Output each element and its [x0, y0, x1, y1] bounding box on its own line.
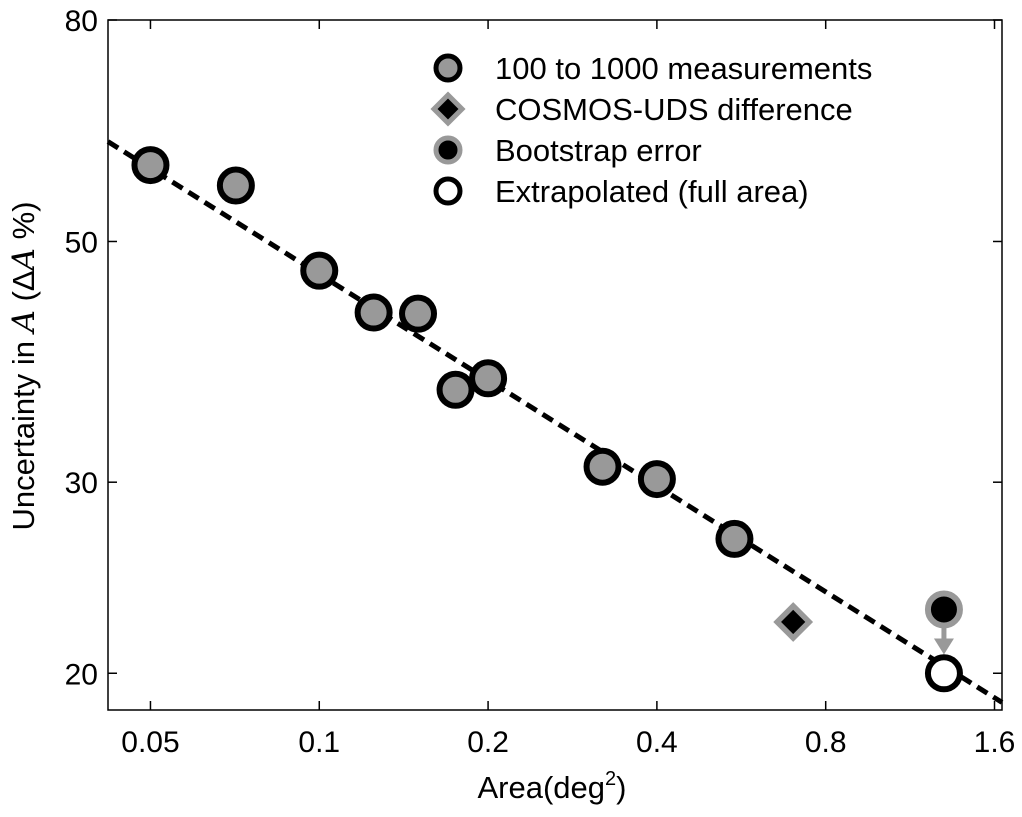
data-point — [924, 590, 963, 629]
plot-frame — [107, 19, 1003, 711]
data-point — [131, 146, 170, 185]
data-point — [583, 447, 622, 486]
data-point — [715, 519, 754, 558]
legend-marker — [433, 135, 463, 165]
data-point — [469, 359, 508, 398]
y-axis-label: Uncertainty in A (ΔA %) — [6, 201, 42, 530]
data-point — [354, 293, 393, 332]
legend-marker — [430, 91, 466, 127]
legend-label: 100 to 1000 measurements — [495, 51, 872, 86]
x-tick-label: 0.1 — [298, 726, 340, 759]
x-tick-label: 0.8 — [805, 726, 847, 759]
arrow-head — [933, 638, 954, 655]
legend-label: COSMOS-UDS difference — [495, 92, 853, 127]
y-tick-label: 20 — [65, 658, 98, 691]
legend-marker — [433, 53, 463, 83]
y-tick-label: 80 — [65, 5, 98, 38]
y-axis: 20 30 50 80 — [65, 5, 1002, 691]
data-point — [300, 251, 339, 290]
legend: 100 to 1000 measurements COSMOS-UDS diffe… — [430, 51, 872, 209]
y-tick-label: 30 — [65, 467, 98, 500]
x-axis-label: Area(deg2) — [478, 768, 627, 805]
legend-marker — [433, 176, 463, 206]
legend-label: Bootstrap error — [495, 133, 702, 168]
x-tick-label: 0.2 — [467, 726, 509, 759]
data-point — [773, 602, 814, 642]
x-axis: 0.05 0.1 0.2 0.4 0.8 1.6 — [121, 20, 1015, 759]
x-tick-label: 0.4 — [636, 726, 678, 759]
data-point — [216, 166, 255, 205]
fit-line — [106, 139, 1004, 705]
data-point — [637, 460, 676, 499]
y-tick-label: 50 — [65, 226, 98, 259]
plot-area — [106, 19, 1004, 711]
data-point — [399, 294, 438, 333]
x-tick-label: 0.05 — [121, 726, 179, 759]
x-tick-label: 1.6 — [974, 726, 1016, 759]
data-point — [924, 654, 963, 693]
legend-label: Extrapolated (full area) — [495, 174, 809, 209]
data-point — [436, 370, 475, 409]
